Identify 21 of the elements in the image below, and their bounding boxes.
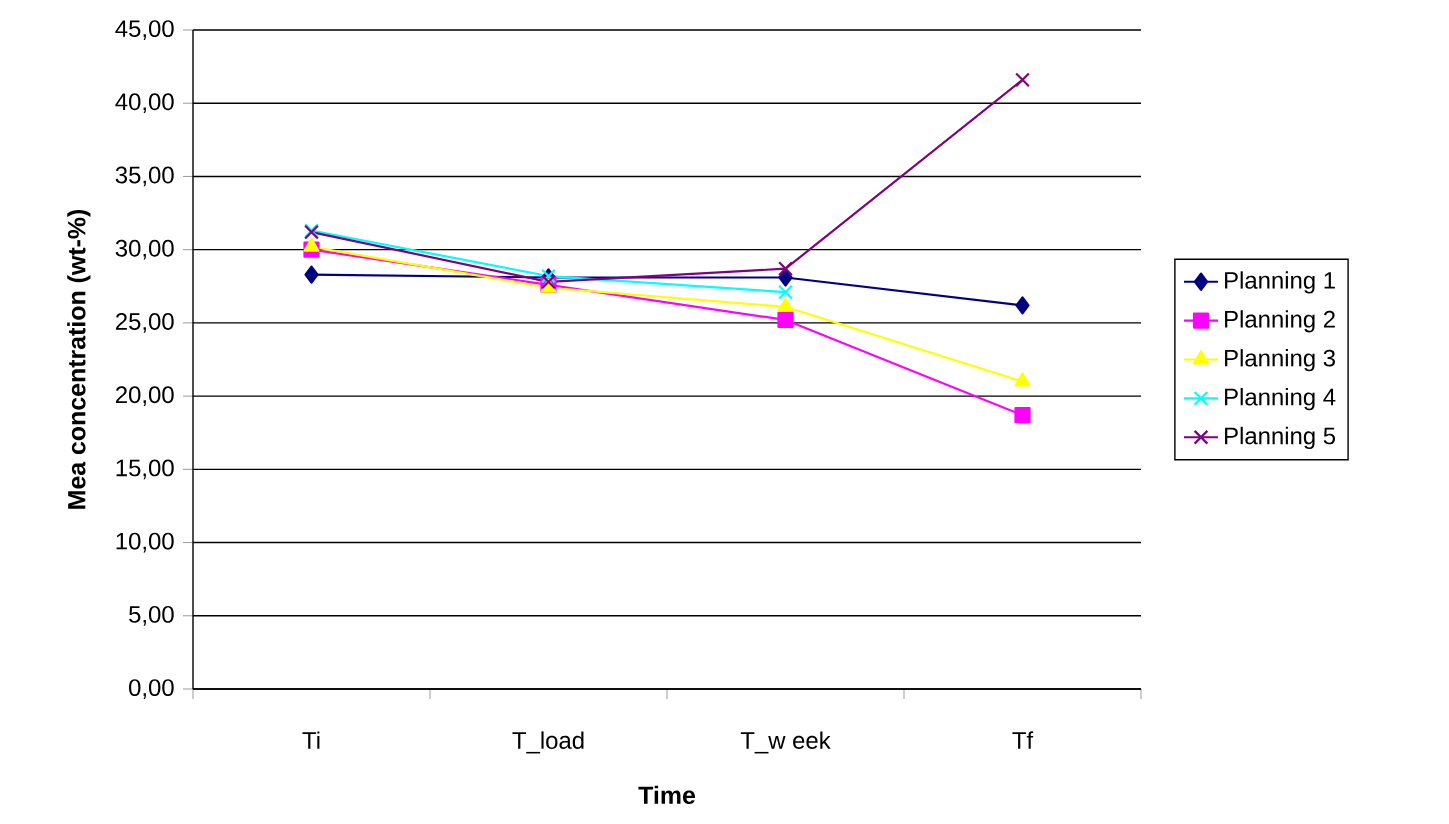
y-tick-label: 20,00 bbox=[115, 386, 174, 406]
y-tick-label: 10,00 bbox=[116, 532, 174, 553]
x-tick-label: Ti bbox=[302, 731, 320, 749]
x-tick-label: Tf bbox=[1012, 731, 1034, 749]
legend-label: Planning 5 bbox=[1225, 426, 1336, 450]
legend-label: Planning 4 bbox=[1225, 387, 1336, 411]
y-tick-label: 15,00 bbox=[116, 459, 174, 480]
x-axis-title: Time bbox=[638, 785, 695, 805]
legend-label: Planning 3 bbox=[1225, 349, 1335, 372]
legend-label: Planning 2 bbox=[1225, 310, 1335, 333]
x-tick-label: T_w eek bbox=[740, 731, 831, 754]
y-axis-title: Mea concentration (wt-%) bbox=[67, 209, 91, 509]
legend-label: Planning 1 bbox=[1225, 271, 1335, 294]
y-tick-label: 45,00 bbox=[115, 20, 174, 40]
y-tick-label: 25,00 bbox=[115, 313, 174, 333]
y-tick-label: 0,00 bbox=[129, 679, 174, 699]
y-tick-label: 5,00 bbox=[129, 605, 174, 626]
y-tick-label: 40,00 bbox=[115, 93, 174, 114]
x-tick-label: T_load bbox=[512, 731, 584, 754]
y-tick-label: 30,00 bbox=[115, 239, 174, 260]
y-tick-label: 35,00 bbox=[115, 166, 174, 187]
